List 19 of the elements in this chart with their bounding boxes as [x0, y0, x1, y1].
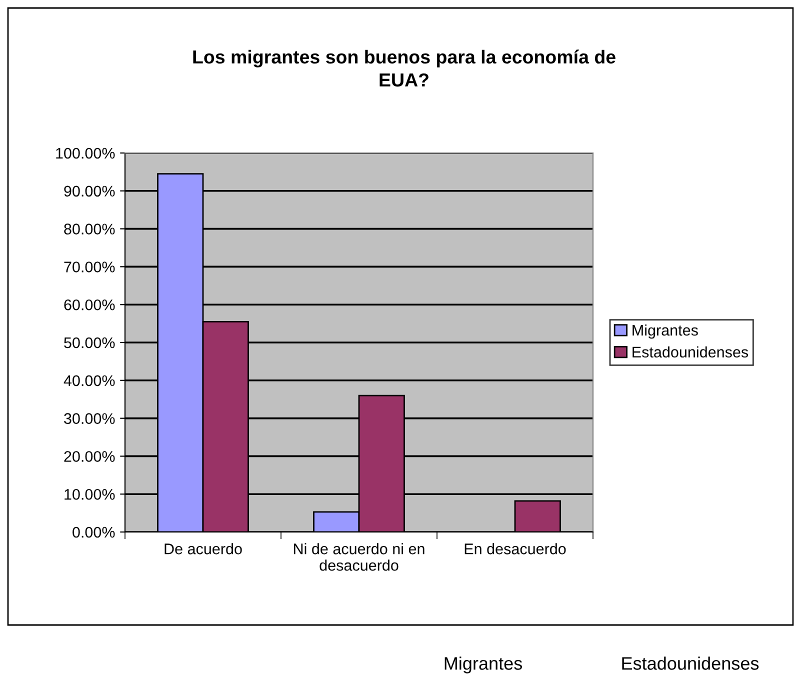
y-tick-label: 10.00% [64, 488, 115, 500]
legend-label: Estadounidenses [632, 346, 748, 358]
y-tick-label: 90.00% [64, 186, 115, 197]
y-tick-label: 0.00% [72, 526, 115, 538]
y-tick-label: 40.00% [64, 375, 115, 386]
y-tick-label: 30.00% [64, 413, 115, 424]
x-tick-label: Ni de acuerdo ni en desacuerdo [294, 543, 424, 571]
y-tick-label: 80.00% [64, 224, 115, 234]
chart-title: Los migrantes son buenos para la economía de EUA? [193, 50, 616, 87]
y-tick-label: 50.00% [64, 337, 115, 348]
text: Migrantes [444, 656, 522, 674]
y-tick-label: 70.00% [64, 262, 115, 272]
text: Estadounidenses [622, 656, 759, 670]
legend-label: Migrantes [632, 324, 698, 339]
y-tick-label: 60.00% [64, 299, 115, 310]
x-tick-label: En desacuerdo [464, 543, 566, 554]
y-tick-label: 100.00% [56, 148, 115, 159]
y-tick-label: 20.00% [64, 451, 115, 462]
x-tick-label: De acuerdo [164, 543, 242, 554]
